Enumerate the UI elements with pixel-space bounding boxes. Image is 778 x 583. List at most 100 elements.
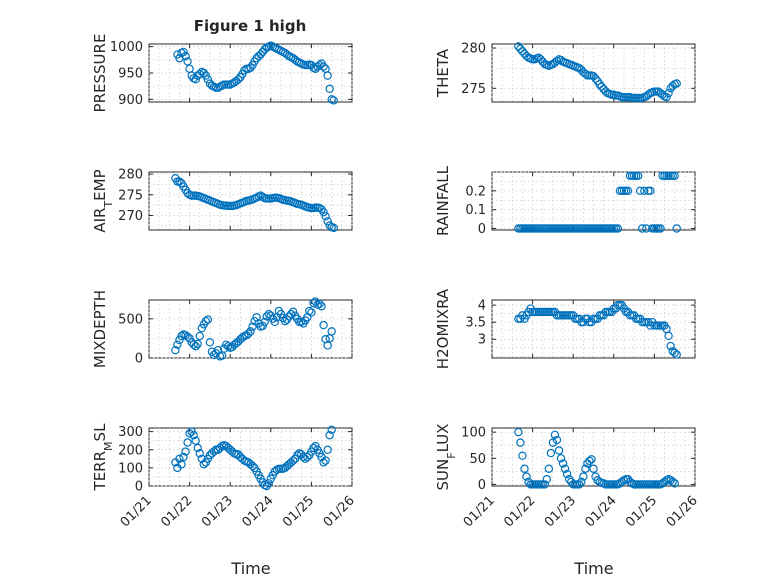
data-point	[658, 90, 667, 99]
data-point	[189, 431, 198, 440]
data-point	[664, 88, 673, 98]
x-axis-label-right: Time	[573, 559, 613, 578]
data-point	[256, 50, 265, 59]
y-tick-label: 200	[118, 443, 143, 458]
y-tick-label: 50	[469, 452, 486, 467]
data-point	[589, 72, 598, 81]
data-markers	[173, 41, 338, 105]
data-point	[556, 454, 566, 463]
data-point	[197, 324, 206, 333]
data-point	[327, 425, 336, 435]
data-point	[558, 459, 568, 468]
data-point	[516, 438, 525, 447]
data-point	[564, 475, 574, 484]
data-point	[646, 186, 655, 196]
data-point	[195, 331, 204, 341]
data-point	[514, 427, 523, 437]
data-point	[670, 348, 679, 358]
y-tick-label: 275	[118, 188, 143, 203]
data-point	[591, 74, 600, 83]
data-point	[319, 320, 328, 330]
data-point	[191, 342, 200, 351]
y-tick-label: 280	[118, 168, 143, 183]
data-point	[288, 456, 298, 465]
y-tick-label: 100	[461, 426, 486, 441]
data-point	[554, 446, 564, 455]
data-markers	[171, 425, 336, 491]
data-point	[193, 339, 202, 349]
data-point	[246, 63, 255, 72]
data-point	[595, 80, 604, 89]
data-point	[185, 429, 194, 438]
x-tick-label: 01/25	[280, 493, 317, 530]
data-point	[329, 96, 338, 105]
y-tick-label: 0.1	[465, 203, 486, 218]
data-markers	[514, 427, 679, 489]
y-tick-label: 3.5	[465, 316, 486, 331]
data-point	[544, 464, 554, 473]
data-point	[185, 334, 194, 343]
data-point	[205, 338, 215, 347]
data-point	[325, 84, 334, 94]
data-point	[633, 171, 643, 180]
x-tick-label: 01/22	[158, 493, 195, 530]
data-point	[656, 224, 665, 233]
data-point	[276, 309, 286, 319]
data-point	[325, 431, 334, 440]
data-point	[522, 472, 531, 481]
data-point	[183, 57, 192, 66]
data-point	[209, 350, 219, 360]
y-axis-label: THETA	[434, 48, 452, 98]
data-point	[319, 207, 328, 217]
data-point	[623, 186, 633, 196]
data-point	[238, 333, 247, 342]
x-tick-label: 01/23	[199, 493, 236, 530]
data-point	[179, 452, 188, 462]
data-point	[303, 452, 312, 462]
y-axis-label: MIXDEPTH	[91, 290, 109, 368]
data-point	[597, 82, 606, 91]
data-point	[581, 69, 590, 79]
data-point	[518, 451, 527, 460]
subplot-6: 3 3.5 4 H2OMIXRA	[434, 288, 696, 369]
data-point	[516, 44, 525, 54]
data-point	[668, 81, 677, 91]
data-point	[577, 477, 586, 487]
data-point	[280, 316, 290, 326]
data-point	[252, 193, 261, 202]
data-point	[248, 461, 257, 471]
data-point	[579, 472, 588, 481]
data-point	[250, 316, 259, 326]
subplot-7: 0 100 200 300 01/21 01/22 01/23 01/24 01/25 01/26…	[91, 423, 358, 530]
data-point	[575, 480, 584, 489]
y-axis-label: H2OMIXRA	[434, 288, 452, 369]
data-point	[175, 454, 184, 464]
data-point	[640, 186, 649, 196]
data-point	[175, 335, 184, 345]
y-axis-label: RAINFALL	[434, 165, 452, 236]
data-point	[560, 464, 570, 473]
data-point	[286, 309, 296, 319]
data-point	[260, 317, 269, 327]
data-point	[325, 221, 334, 230]
x-tick-label: 01/21	[461, 493, 498, 530]
x-tick-label: 01/24	[583, 493, 620, 530]
data-markers	[514, 42, 681, 103]
data-point	[581, 464, 590, 473]
data-point	[666, 341, 675, 351]
data-point	[552, 56, 562, 66]
y-tick-label: 100	[118, 461, 143, 476]
subplot-4: 0 0.1 0.2 RAINFALL	[434, 165, 696, 237]
data-markers	[514, 300, 681, 359]
data-point	[292, 450, 302, 460]
y-axis-label: PRESSURE	[91, 34, 109, 113]
y-tick-label: 280	[461, 42, 486, 57]
data-point	[199, 460, 209, 469]
x-tick-label: 01/23	[542, 493, 579, 530]
x-tick-label: 01/24	[240, 493, 277, 530]
data-point	[199, 68, 209, 78]
data-point	[670, 171, 679, 180]
subplot-8: 0 50 100 01/21 01/22 01/23 01/24 01/25 01/26 SUNF…	[434, 424, 701, 531]
y-tick-label: 0	[478, 222, 486, 237]
y-axis-label: SUNFLUX	[434, 424, 458, 491]
